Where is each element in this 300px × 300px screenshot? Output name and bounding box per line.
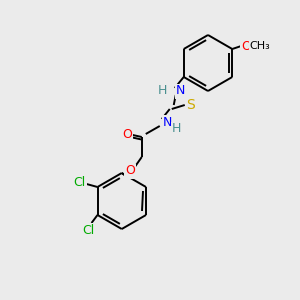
Text: O: O: [125, 164, 135, 178]
Text: Cl: Cl: [74, 176, 86, 190]
Text: Cl: Cl: [82, 224, 94, 236]
Text: H: H: [172, 122, 181, 136]
Text: H: H: [158, 83, 167, 97]
Text: S: S: [186, 98, 195, 112]
Text: N: N: [176, 85, 185, 98]
Text: O: O: [122, 128, 132, 142]
Text: CH₃: CH₃: [250, 41, 271, 51]
Text: O: O: [241, 40, 251, 52]
Text: N: N: [163, 116, 172, 128]
